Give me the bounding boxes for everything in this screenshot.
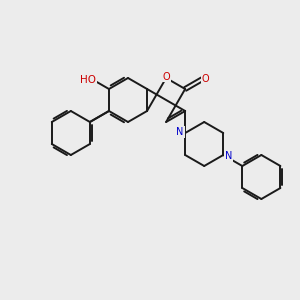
Text: N: N	[225, 151, 232, 161]
Text: O: O	[162, 71, 170, 82]
Text: O: O	[202, 74, 209, 84]
Text: N: N	[176, 127, 184, 137]
Text: HO: HO	[80, 75, 96, 85]
